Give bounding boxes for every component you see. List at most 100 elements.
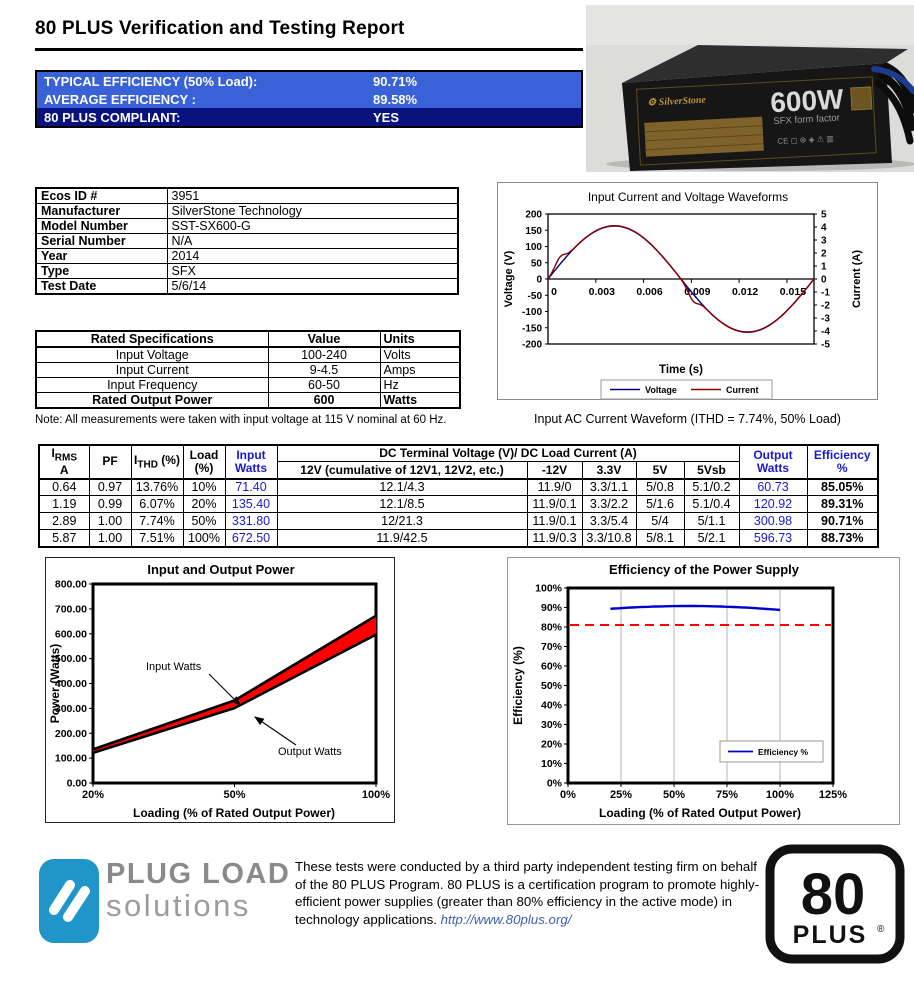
table-row: Year 2014 <box>35 248 459 264</box>
cell: 3.3/5.4 <box>581 512 637 531</box>
cell: 1.00 <box>88 529 132 548</box>
spec-cell: Volts <box>379 346 461 363</box>
cell: 2.89 <box>38 512 90 531</box>
waveform-chart: Input Current and Voltage Waveforms 200 15… <box>498 183 877 406</box>
svg-text:Current (A): Current (A) <box>851 250 863 308</box>
svg-text:150: 150 <box>525 226 542 237</box>
table-row: Rated Specifications Value Units <box>35 330 461 348</box>
svg-text:Voltage (V): Voltage (V) <box>503 250 515 307</box>
spec-cell: Amps <box>379 362 461 378</box>
average-efficiency-row: AVERAGE EFFICIENCY : 89.58% <box>37 90 581 108</box>
svg-text:1: 1 <box>821 262 827 273</box>
eighty-plus-badge: 80 PLUS ® <box>764 844 906 971</box>
svg-text:20%: 20% <box>82 789 104 801</box>
cell: 1.19 <box>38 495 90 514</box>
psu-wattage-text: 600W <box>770 83 845 118</box>
cell: 12/21.3 <box>276 512 528 531</box>
footer-link[interactable]: http://www.80plus.org/ <box>440 912 572 928</box>
table-row: Test Date 5/6/14 <box>35 278 459 295</box>
svg-text:100%: 100% <box>362 789 390 801</box>
cell: 7.74% <box>130 512 184 531</box>
badge-registered: ® <box>877 924 885 935</box>
waveform-chart-panel: Input Current and Voltage Waveforms 200 15… <box>497 182 878 400</box>
cell: 5.87 <box>38 529 90 548</box>
spec-cell: 60-50 <box>267 377 381 393</box>
info-key: Year <box>35 248 168 264</box>
cell: 5/4 <box>635 512 685 531</box>
cell: 90.71% <box>806 512 879 531</box>
info-value: 3951 <box>166 187 459 204</box>
spec-cell: Input Voltage <box>35 346 269 363</box>
page-title: 80 PLUS Verification and Testing Report <box>35 18 405 39</box>
table-row: Ecos ID #3951 <box>35 187 459 204</box>
title-underline <box>35 48 583 51</box>
compliant-row: 80 PLUS COMPLIANT: YES <box>37 108 581 126</box>
svg-text:-50: -50 <box>528 291 543 302</box>
svg-text:-3: -3 <box>821 314 830 325</box>
table-subheader-row: 12V (cumulative of 12V1, 12V2, etc.) -12… <box>39 461 878 480</box>
cell: 71.40 <box>224 478 278 497</box>
cell: 120.92 <box>738 495 808 514</box>
measurement-row: 5.87 1.00 7.51% 100% 672.50 11.9/42.5 11.9/0.3… <box>38 529 879 548</box>
svg-text:400.00: 400.00 <box>55 678 87 690</box>
svg-text:4: 4 <box>821 223 827 234</box>
svg-text:0%: 0% <box>560 789 576 801</box>
measurement-row: 0.64 0.97 13.76% 10% 71.40 12.1/4.3 11.9/0 3.3/… <box>38 478 879 497</box>
compliant-label: 80 PLUS COMPLIANT: <box>44 109 181 125</box>
svg-text:70%: 70% <box>541 641 563 653</box>
svg-text:200.00: 200.00 <box>55 728 87 740</box>
svg-text:80%: 80% <box>541 622 563 634</box>
info-key: Ecos ID # <box>35 187 168 204</box>
cell: 100% <box>182 529 226 548</box>
header-m12v: -12V <box>526 461 583 480</box>
spec-cell: 600 <box>267 392 381 409</box>
svg-text:CE ◻ ⊕ ◈ ⚠ ▥: CE ◻ ⊕ ◈ ⚠ ▥ <box>777 134 834 146</box>
svg-text:Input Watts: Input Watts <box>146 661 202 673</box>
info-key: Model Number <box>35 218 168 234</box>
svg-text:Loading (% of Rated Output Pow: Loading (% of Rated Output Power) <box>133 806 335 820</box>
cell: 11.9/0.1 <box>526 512 583 531</box>
svg-text:60%: 60% <box>541 661 563 673</box>
svg-text:3: 3 <box>821 236 827 247</box>
svg-text:90%: 90% <box>541 602 563 614</box>
measurement-row: 1.19 0.99 6.07% 20% 135.40 12.1/8.5 11.9/0.1 3.… <box>38 495 879 514</box>
svg-text:800.00: 800.00 <box>55 579 87 591</box>
svg-text:-200: -200 <box>522 340 542 351</box>
svg-text:Efficiency (%): Efficiency (%) <box>511 646 525 725</box>
psu-brand-text: ⚙ SilverStone <box>647 95 707 109</box>
cell: 5/1.1 <box>683 512 740 531</box>
cell: 3.3/2.2 <box>581 495 637 514</box>
svg-text:20%: 20% <box>541 739 563 751</box>
cell: 88.73% <box>806 529 879 548</box>
cell: 5/1.6 <box>635 495 685 514</box>
cell: 5/8.1 <box>635 529 685 548</box>
spec-header: Value <box>267 330 381 348</box>
plugload-line2: solutions <box>106 888 251 923</box>
header-efficiency: Efficiency% <box>806 444 879 480</box>
product-info-table: Ecos ID #3951 Manufacturer SilverStone Te… <box>35 187 459 295</box>
power-chart-panel: Input and Output Power 0.00 100.00 200.00 30… <box>45 557 395 823</box>
rated-specs-table: Rated Specifications Value Units Input V… <box>35 330 461 409</box>
badge-word: PLUS <box>793 921 868 949</box>
svg-text:Voltage: Voltage <box>645 385 677 395</box>
svg-text:0%: 0% <box>547 778 563 790</box>
spec-cell: Input Frequency <box>35 377 269 393</box>
svg-text:0: 0 <box>551 286 557 298</box>
svg-text:0.006: 0.006 <box>636 286 662 298</box>
table-row: Model Number SST-SX600-G <box>35 218 459 234</box>
average-efficiency-label: AVERAGE EFFICIENCY : <box>44 91 196 107</box>
typical-efficiency-label: TYPICAL EFFICIENCY (50% Load): <box>44 73 258 89</box>
info-value: SFX <box>166 263 459 279</box>
spec-header: Rated Specifications <box>35 330 269 348</box>
cell: 20% <box>182 495 226 514</box>
svg-text:-100: -100 <box>522 307 542 318</box>
table-row: Serial Number N/A <box>35 233 459 249</box>
svg-text:0.00: 0.00 <box>67 778 88 790</box>
info-key: Serial Number <box>35 233 168 249</box>
svg-text:100%: 100% <box>535 583 563 595</box>
cell: 0.64 <box>38 478 90 497</box>
header-output-watts: Output Watts <box>738 444 808 480</box>
plugload-line1: PLUG LOAD <box>106 858 291 890</box>
svg-text:75%: 75% <box>716 789 738 801</box>
svg-text:25%: 25% <box>610 789 632 801</box>
